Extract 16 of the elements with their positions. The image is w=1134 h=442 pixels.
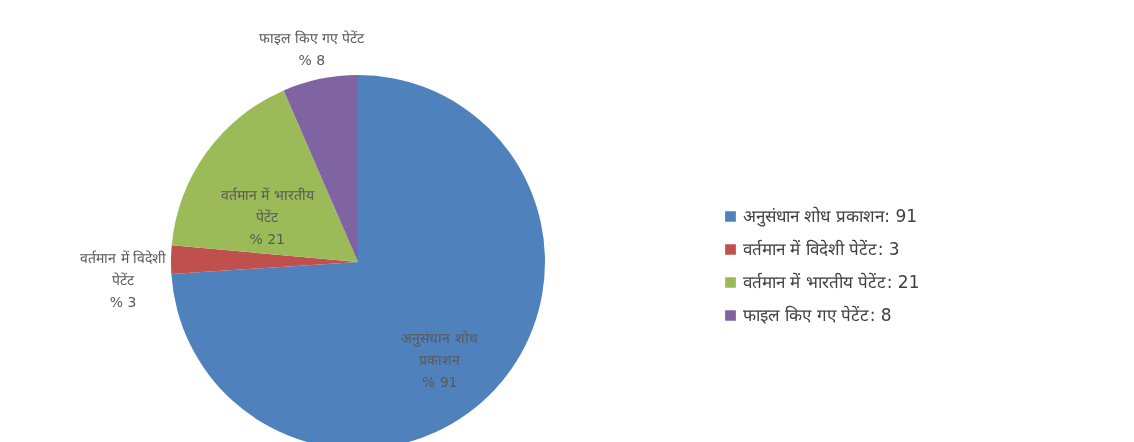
slice-label: वर्तमान में भारतीय पेटेंट <box>220 187 315 226</box>
text: : 21 <box>886 271 920 292</box>
text: : 8 <box>869 304 892 325</box>
data-label: % 91 <box>421 373 458 390</box>
slice-label: अनुसंधान शोध प्रकाशन <box>401 329 478 368</box>
data-label: % 8 <box>298 51 326 68</box>
slice-label: फाइल किए गए पेटेंट <box>259 29 366 46</box>
slice-label: वर्तमान में विदेशी पेटेंट <box>80 250 166 288</box>
data-label: % 21 <box>249 231 286 248</box>
legend-label: फाइल किए गए पेटेंट <box>743 304 870 325</box>
text: : 3 <box>877 238 900 259</box>
legend-label: अनुसंधान शोध प्रकाशन <box>743 205 885 227</box>
text: : 91 <box>884 205 918 226</box>
legend-label: वर्तमान में विदेशी पेटेंट <box>743 238 878 259</box>
data-label: % 3 <box>109 294 137 310</box>
legend-label: वर्तमान में भारतीय पेटेंट <box>743 271 887 292</box>
